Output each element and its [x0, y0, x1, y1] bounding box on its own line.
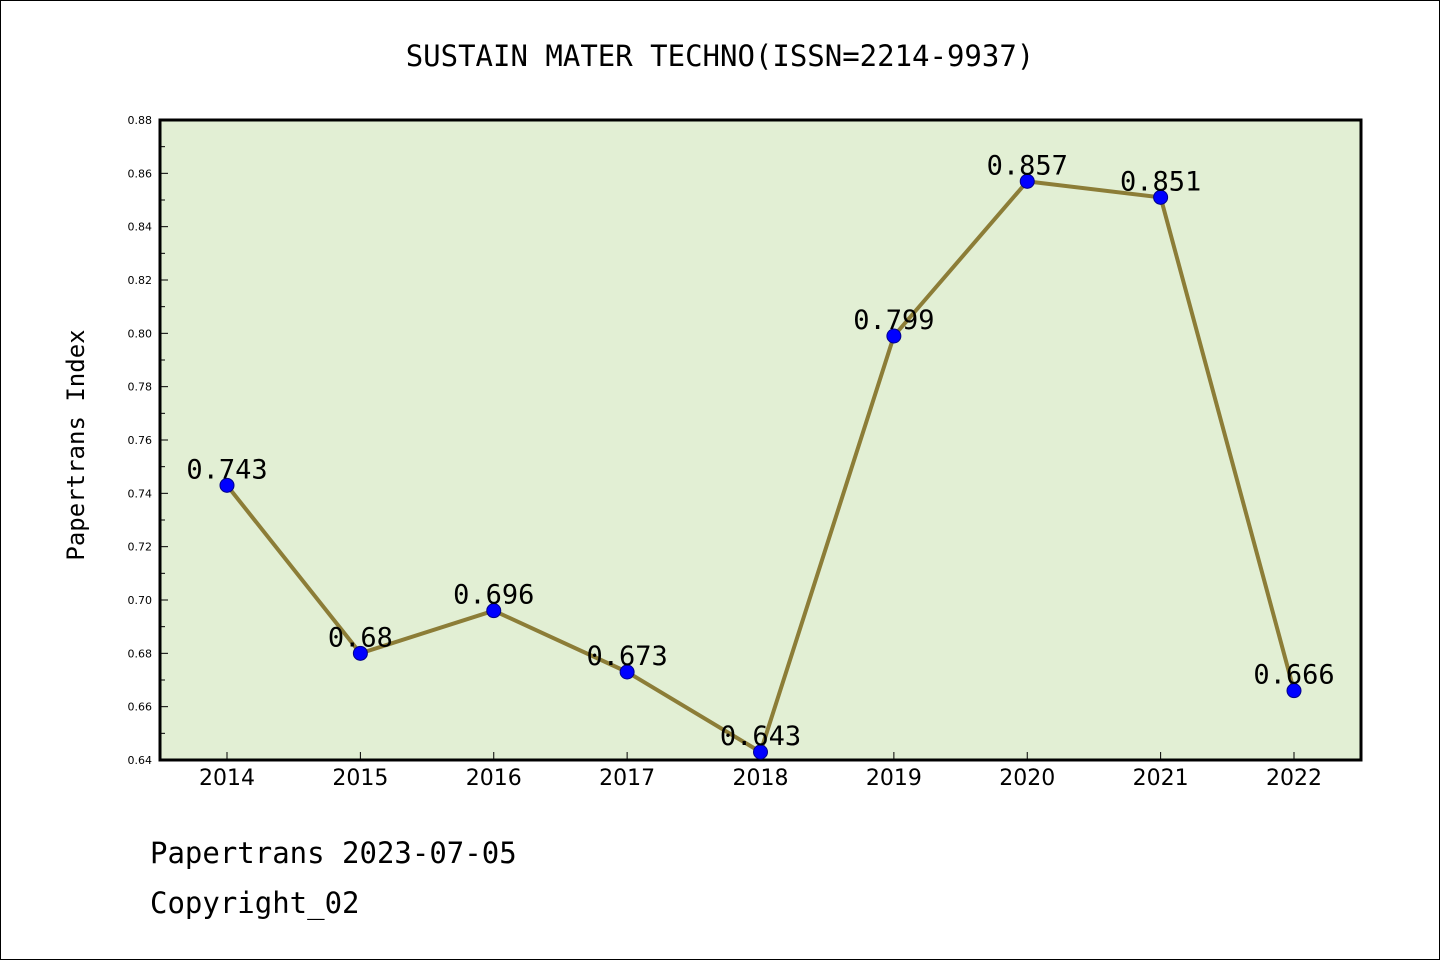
- y-tick-label: 0.70: [128, 594, 153, 607]
- data-point: [753, 744, 768, 760]
- x-tick-label: 2020: [999, 766, 1055, 791]
- data-label: 0.643: [720, 721, 801, 752]
- y-axis-ticks: 0.64 0.66 0.68 0.70 0.72 0.74 0.76 0.78 0.80 0.82…: [128, 114, 168, 767]
- data-point: [352, 645, 368, 661]
- y-tick-label: 0.68: [128, 647, 153, 660]
- y-tick-label: 0.64: [128, 754, 153, 767]
- x-tick-label: 2015: [332, 766, 388, 791]
- data-label: 0.696: [453, 580, 534, 611]
- y-tick-label: 0.88: [128, 114, 153, 127]
- x-tick-label: 2019: [866, 766, 922, 791]
- x-tick-label: 2021: [1133, 766, 1189, 791]
- footer-copyright: Copyright_02: [150, 886, 360, 920]
- y-tick-label: 0.80: [128, 327, 153, 340]
- data-label: 0.673: [586, 641, 667, 672]
- y-tick-label: 0.86: [128, 167, 153, 180]
- data-labels: 0.743 0.68 0.696 0.673 0.643 0.799 0.857 0.851 0…: [186, 150, 1334, 752]
- x-tick-label: 2016: [466, 766, 522, 791]
- data-label: 0.743: [186, 454, 267, 485]
- y-tick-label: 0.76: [128, 434, 153, 447]
- y-tick-label: 0.72: [128, 541, 153, 554]
- data-label: 0.851: [1120, 166, 1201, 197]
- x-tick-label: 2014: [199, 766, 255, 791]
- data-point: [1019, 173, 1035, 189]
- x-tick-label: 2017: [599, 766, 655, 791]
- data-point: [1286, 683, 1302, 699]
- footer-date: Papertrans 2023-07-05: [150, 836, 517, 870]
- y-tick-label: 0.78: [128, 381, 153, 394]
- data-point: [219, 477, 235, 493]
- y-tick-label: 0.66: [128, 701, 153, 714]
- x-axis-ticks: 2014 2015 2016 2017 2018 2019 2020 2021 2022: [199, 752, 1322, 791]
- data-point: [486, 603, 502, 619]
- data-point: [619, 664, 635, 680]
- x-tick-label: 2022: [1266, 766, 1322, 791]
- y-axis-label: Papertrans Index: [62, 329, 90, 560]
- y-tick-label: 0.84: [128, 221, 153, 234]
- x-tick-label: 2018: [733, 766, 789, 791]
- y-tick-label: 0.74: [128, 487, 153, 500]
- chart-title: SUSTAIN MATER TECHNO(ISSN=2214-9937): [406, 39, 1035, 73]
- data-label: 0.68: [328, 622, 393, 653]
- data-label: 0.857: [987, 150, 1068, 181]
- data-label: 0.666: [1253, 660, 1334, 691]
- series-layer: [219, 173, 1302, 760]
- data-point: [1153, 189, 1169, 205]
- data-label: 0.799: [853, 305, 934, 336]
- y-tick-label: 0.82: [128, 274, 153, 287]
- data-point: [886, 328, 902, 344]
- plot-area: [158, 118, 1363, 762]
